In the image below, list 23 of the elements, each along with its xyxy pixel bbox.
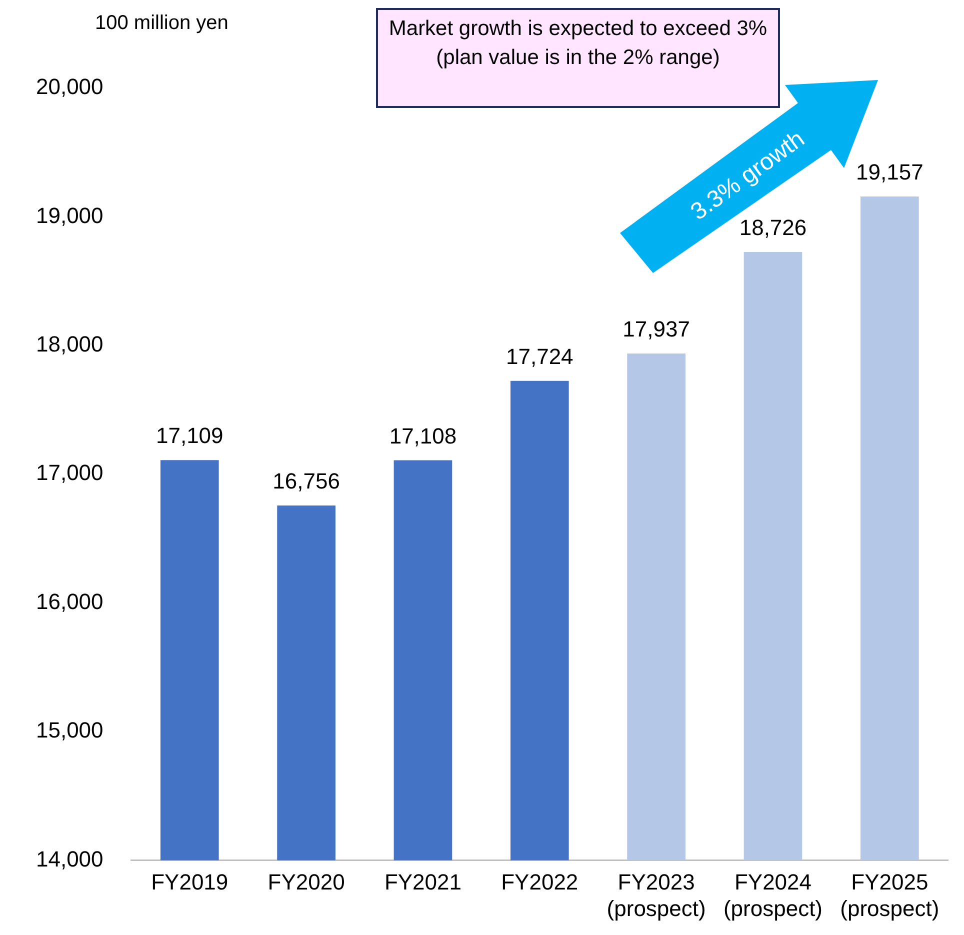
data-label: 16,756 — [272, 468, 340, 494]
y-tick-label: 18,000 — [36, 331, 104, 356]
y-tick-label: 17,000 — [36, 460, 104, 486]
y-axis-title: 100 million yen — [95, 12, 228, 35]
data-label: 17,109 — [156, 423, 224, 448]
y-tick-label: 20,000 — [36, 74, 104, 100]
y-tick-label: 16,000 — [36, 588, 104, 614]
x-tick-label: FY2020 — [268, 869, 345, 894]
data-label: 17,937 — [622, 316, 690, 342]
data-label: 17,108 — [389, 423, 457, 448]
x-tick-label: FY2023 (prospect) — [606, 869, 706, 921]
y-tick-label: 15,000 — [36, 718, 104, 743]
y-tick-label: 14,000 — [36, 846, 104, 872]
x-tick-label: FY2025 (prospect) — [840, 869, 940, 921]
data-label: 18,726 — [739, 215, 807, 240]
data-label: 17,724 — [506, 344, 574, 369]
x-tick-label: FY2021 — [384, 869, 462, 894]
x-tick-label: FY2024 (prospect) — [723, 869, 823, 921]
y-tick-label: 19,000 — [36, 202, 104, 228]
x-tick-label: FY2019 — [151, 869, 228, 894]
data-label: 19,157 — [856, 160, 924, 185]
x-tick-label: FY2022 — [501, 869, 578, 894]
text: Market growth is expected to exceed 3% (plan value is in the 2% range) — [376, 8, 780, 108]
